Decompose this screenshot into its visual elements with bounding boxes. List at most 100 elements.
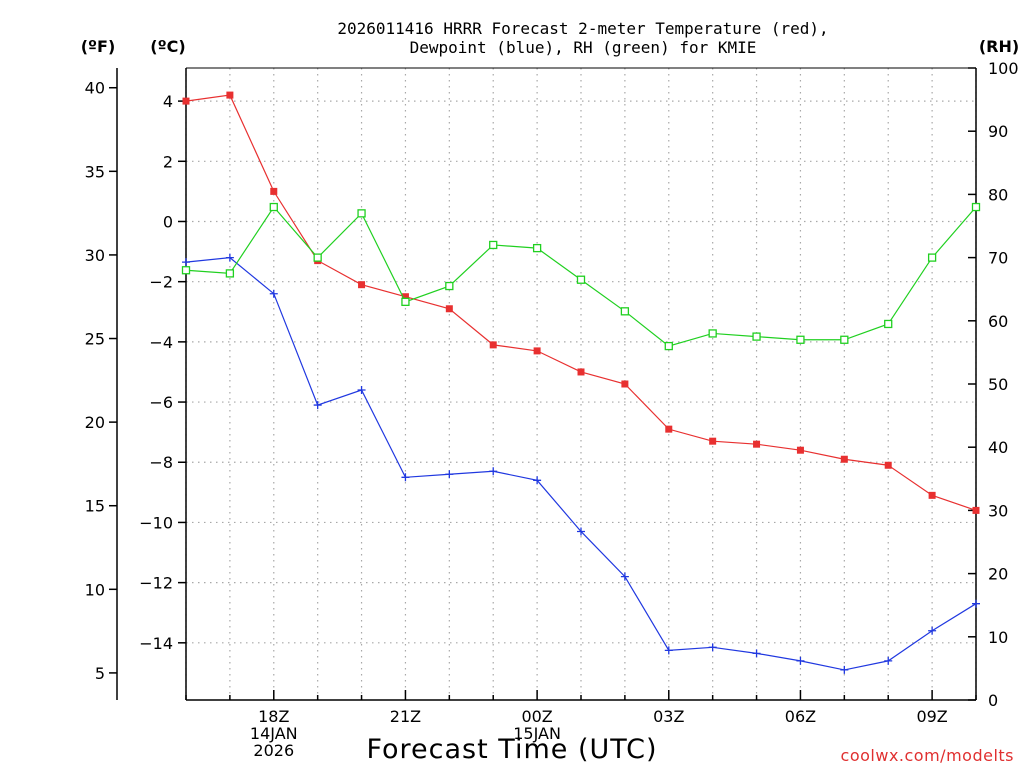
rh-tick-label: 80: [988, 185, 1008, 204]
fahrenheit-tick-label: 20: [85, 413, 105, 432]
rh-tick-label: 60: [988, 312, 1008, 331]
chart-title-line2: Dewpoint (blue), RH (green) for KMIE: [410, 38, 757, 57]
dewpoint-point: [796, 656, 805, 665]
temperature-point: [621, 380, 629, 388]
rh-point: [269, 202, 278, 212]
temperature-point: [840, 455, 848, 463]
dewpoint-point: [752, 649, 761, 658]
dewpoint-point: [357, 386, 366, 395]
x-tick-label: 15JAN: [513, 724, 561, 743]
rh-tick-label: 90: [988, 122, 1008, 141]
rh-point: [532, 243, 542, 253]
rh-point: [971, 202, 981, 212]
celsius-tick-label: −10: [139, 513, 173, 532]
x-tick-label: 00Z: [521, 707, 552, 726]
rh-point: [708, 329, 717, 338]
dewpoint-point: [928, 626, 937, 635]
temperature-point: [489, 341, 497, 349]
dewpoint-point: [313, 401, 322, 410]
rh-point: [489, 240, 498, 250]
temperature-point: [577, 368, 585, 376]
dewpoint-point: [884, 656, 893, 665]
fahrenheit-tick-label: 5: [95, 664, 105, 683]
rh-series: [181, 202, 981, 351]
temperature-point: [401, 293, 409, 301]
temperature-point: [753, 440, 761, 448]
rh-point: [884, 319, 893, 329]
temperature-point: [972, 506, 980, 514]
rh-unit-label: (RH): [979, 37, 1019, 56]
rh-point: [181, 266, 191, 275]
rh-point: [401, 297, 410, 306]
fahrenheit-tick-label: 15: [85, 497, 105, 516]
temperature-point: [533, 347, 541, 355]
x-tick-label: 03Z: [653, 707, 684, 726]
temperature-point: [270, 187, 278, 195]
fahrenheit-tick-label: 10: [85, 580, 105, 599]
rh-tick-label: 50: [988, 375, 1008, 394]
credit-label: coolwx.com/modelts: [841, 746, 1014, 765]
temperature-point: [665, 425, 673, 433]
rh-tick-label: 40: [988, 438, 1008, 457]
celsius-tick-label: −8: [149, 453, 173, 472]
grid-lines: [185, 68, 977, 700]
dewpoint-point: [225, 253, 234, 262]
rh-point: [796, 335, 805, 344]
data-series: [181, 91, 981, 674]
x-axis-title: Forecast Time (UTC): [366, 734, 657, 765]
x-tick-label: 06Z: [785, 707, 816, 726]
rh-tick-label: 0: [988, 691, 998, 710]
dewpoint-point: [269, 289, 278, 298]
x-tick-label: 18Z: [258, 707, 289, 726]
dewpoint-point: [840, 665, 849, 674]
rh-point: [664, 341, 673, 351]
celsius-tick-label: −12: [139, 574, 173, 593]
fahrenheit-tick-label: 30: [85, 246, 105, 265]
rh-point: [927, 253, 937, 262]
rh-point: [752, 332, 761, 341]
axes: [109, 67, 977, 701]
chart-title-line1: 2026011416 HRRR Forecast 2-meter Tempera…: [337, 19, 828, 38]
dewpoint-point: [708, 643, 717, 652]
fahrenheit-tick-label: 35: [85, 162, 105, 181]
x-tick-label: 21Z: [390, 707, 421, 726]
fahrenheit-tick-label: 25: [85, 330, 105, 349]
celsius-tick-label: −14: [139, 634, 173, 653]
temperature-point: [928, 491, 936, 499]
dewpoint-point: [620, 572, 629, 581]
rh-tick-label: 20: [988, 565, 1008, 584]
dewpoint-point: [401, 473, 410, 482]
dewpoint-point: [533, 476, 542, 485]
dewpoint-series: [182, 253, 980, 674]
celsius-tick-label: 0: [163, 212, 173, 231]
celsius-tick-label: −4: [149, 333, 173, 352]
rh-tick-label: 70: [988, 249, 1008, 268]
temperature-point: [884, 461, 892, 469]
rh-point: [313, 253, 322, 262]
rh-point: [620, 307, 630, 316]
x-tick-label: 14JAN: [250, 724, 298, 743]
rh-tick-label: 100: [988, 59, 1019, 78]
dewpoint-point: [182, 258, 190, 267]
temperature-point: [182, 97, 190, 105]
dewpoint-point: [972, 599, 980, 608]
x-tick-label: 09Z: [916, 707, 947, 726]
celsius-tick-label: −2: [149, 273, 173, 292]
x-tick-label: 2026: [253, 741, 294, 760]
rh-point: [225, 269, 235, 278]
rh-point: [445, 281, 454, 291]
dewpoint-point: [664, 646, 673, 655]
fahrenheit-tick-label: 40: [85, 79, 105, 98]
dewpoint-point: [489, 467, 498, 476]
temperature-point: [796, 446, 804, 454]
rh-point: [576, 275, 586, 284]
temperature-point: [709, 437, 717, 445]
rh-tick-label: 10: [988, 628, 1008, 647]
temperature-point: [445, 305, 453, 313]
celsius-tick-label: 4: [163, 92, 173, 111]
celsius-tick-label: −6: [149, 393, 173, 412]
celsius-tick-label: 2: [163, 152, 173, 171]
temperature-point: [358, 281, 366, 289]
celsius-unit-label: (ºC): [150, 37, 185, 56]
